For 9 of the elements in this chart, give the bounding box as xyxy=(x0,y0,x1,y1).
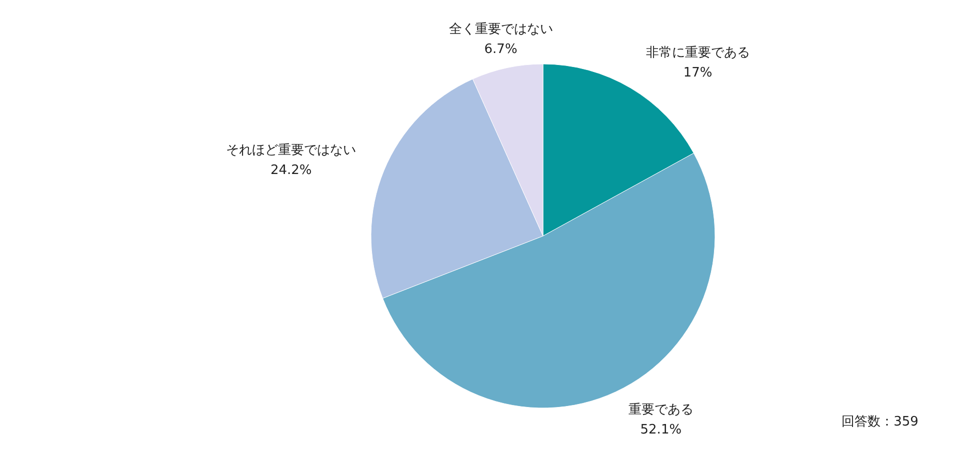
data-label: 52.1% xyxy=(640,422,682,438)
data-label: 6.7% xyxy=(484,42,518,58)
slice-label: 非常に重要である xyxy=(646,46,750,61)
slice-label: 重要である xyxy=(628,402,694,418)
text: 回答数：359 xyxy=(842,414,918,430)
slice-label: 全く重要ではない xyxy=(448,22,553,38)
data-label: 17% xyxy=(683,66,712,81)
data-label: 24.2% xyxy=(270,162,312,178)
slice-label: それほど重要ではない xyxy=(226,142,356,158)
